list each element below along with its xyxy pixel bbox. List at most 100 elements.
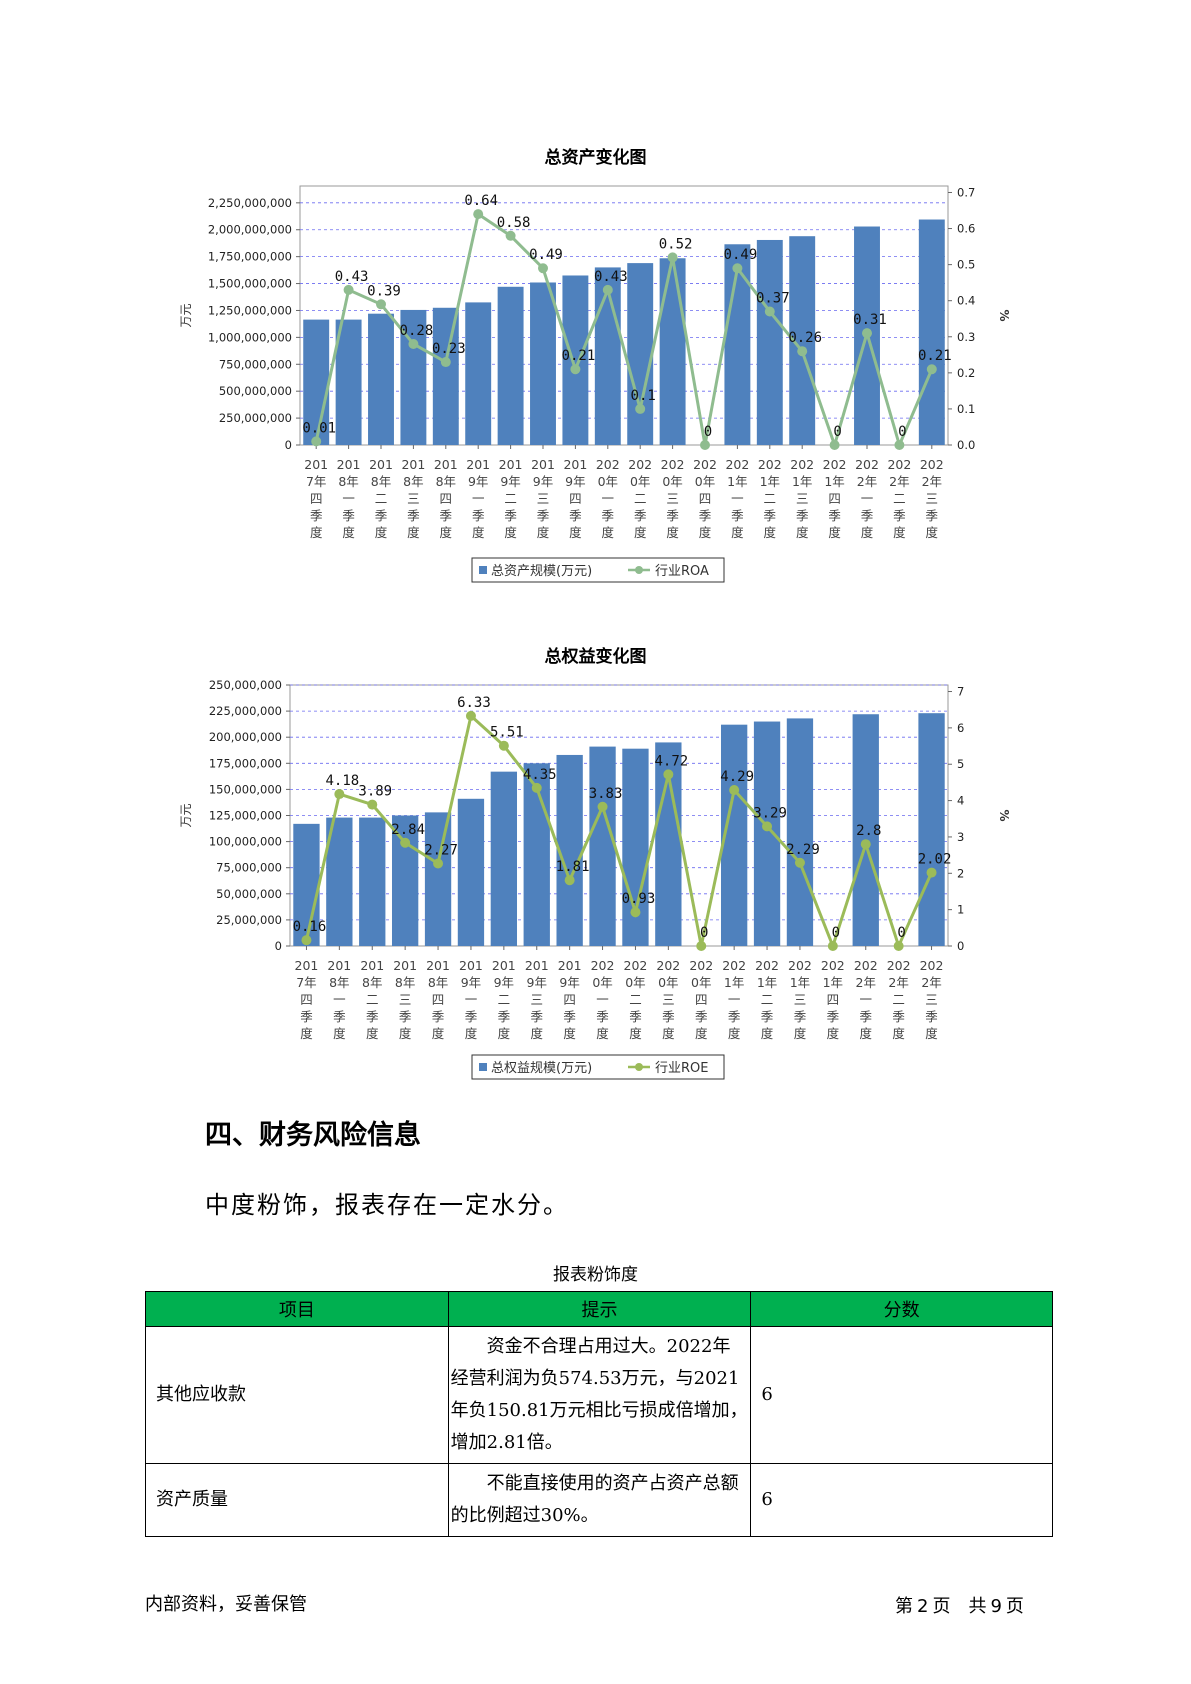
page-suffix: 页 — [1005, 1596, 1024, 1617]
bar — [852, 714, 879, 946]
x-tick-label: 一 — [731, 491, 744, 506]
page-mid: 页 共 — [932, 1596, 987, 1617]
header-item: 项目 — [145, 1291, 449, 1327]
x-tick-label: 0年 — [695, 474, 715, 489]
x-tick-label: 季 — [695, 1009, 708, 1024]
line-point — [376, 299, 386, 310]
table-row: 资产质量 不能直接使用的资产占资产总额的比例超过30%。 6 — [145, 1463, 1053, 1537]
y-tick-label: 750,000,000 — [219, 357, 292, 371]
chart1-title: 总资产变化图 — [544, 148, 647, 168]
x-tick-label: 度 — [596, 1026, 609, 1041]
x-tick-label: 季 — [662, 1009, 675, 1024]
data-label: 0 — [700, 925, 708, 941]
x-tick-label: 三 — [925, 992, 938, 1007]
y-tick-label: 1,250,000,000 — [208, 303, 292, 317]
data-label: 2.27 — [424, 842, 458, 858]
row-item: 资产质量 — [145, 1463, 449, 1537]
x-tick-label: 度 — [926, 525, 939, 540]
x-tick-label: 季 — [537, 508, 550, 523]
x-tick-label: 8年 — [329, 975, 349, 990]
x-tick-label: 四 — [827, 992, 840, 1007]
line-point — [602, 284, 613, 295]
x-tick-label: 季 — [472, 508, 485, 523]
bar — [594, 267, 621, 445]
x-tick-label: 度 — [861, 525, 874, 540]
x-tick-label: 202 — [854, 958, 878, 973]
x-tick-label: 季 — [432, 1009, 445, 1024]
x-tick-label: 2年 — [889, 474, 909, 489]
data-label: 2.29 — [786, 842, 820, 858]
x-tick-label: 201 — [401, 457, 425, 472]
x-tick-label: 季 — [498, 1009, 511, 1024]
x-tick-label: 三 — [662, 992, 675, 1007]
y2-tick-label: 3 — [957, 830, 964, 844]
x-tick-label: 201 — [304, 457, 328, 472]
x-tick-label: 8年 — [338, 474, 358, 489]
y-tick-label: 25,000,000 — [216, 913, 282, 927]
chart2-title: 总权益变化图 — [544, 647, 647, 667]
x-tick-label: 度 — [796, 525, 809, 540]
x-tick-label: 201 — [466, 457, 490, 472]
data-label: 0 — [704, 424, 712, 440]
y-tick-label: 250,000,000 — [219, 411, 292, 425]
x-tick-label: 度 — [602, 525, 615, 540]
x-tick-label: 季 — [859, 1009, 872, 1024]
x-tick-label: 度 — [440, 525, 453, 540]
data-label: 0.43 — [335, 269, 369, 285]
x-tick-label: 201 — [393, 958, 417, 973]
x-tick-label: 201 — [369, 457, 393, 472]
series-line — [314, 211, 934, 450]
x-tick-label: 7年 — [296, 975, 316, 990]
x-tick-label: 季 — [407, 508, 420, 523]
line-point — [400, 837, 411, 848]
x-tick-label: 度 — [761, 1026, 774, 1041]
y-tick-label: 125,000,000 — [209, 809, 282, 823]
plot-area — [299, 185, 949, 446]
x-tick-label: 度 — [498, 1026, 511, 1041]
x-tick-label: 201 — [525, 958, 549, 973]
line-point — [311, 436, 322, 447]
x-tick-label: 202 — [887, 958, 911, 973]
line-point — [663, 769, 674, 780]
x-tick-label: 一 — [333, 992, 346, 1007]
x-tick-label: 度 — [859, 1026, 872, 1041]
x-tick-label: 7年 — [306, 474, 326, 489]
y2-axis-title: % — [997, 809, 1011, 821]
bar — [918, 713, 945, 946]
x-tick-label: 9年 — [559, 975, 579, 990]
table-row: 其他应收款 资金不合理占用过大。2022年经营利润为负574.53万元，与202… — [145, 1326, 1053, 1464]
bar — [589, 746, 616, 946]
legend-bar-label: 总资产规模(万元) — [491, 564, 592, 579]
x-tick-label: 201 — [531, 457, 555, 472]
x-tick-label: 202 — [788, 958, 812, 973]
line-point — [630, 907, 641, 918]
x-tick-label: 0年 — [598, 474, 618, 489]
data-label: 0 — [832, 925, 840, 941]
x-tick-label: 季 — [465, 1009, 478, 1024]
x-tick-label: 202 — [656, 958, 680, 973]
x-tick-label: 201 — [337, 457, 361, 472]
data-label: 2.02 — [918, 852, 952, 868]
x-tick-label: 9年 — [533, 474, 553, 489]
y-tick-label: 0 — [285, 438, 292, 452]
x-tick-label: 度 — [399, 1026, 412, 1041]
line-point — [894, 440, 905, 450]
x-tick-label: 2年 — [921, 975, 941, 990]
x-tick-label: 度 — [530, 1026, 543, 1041]
y2-tick-label: 0.2 — [957, 366, 975, 380]
row-hint: 不能直接使用的资产占资产总额的比例超过30%。 — [447, 1463, 752, 1537]
line-point — [367, 799, 378, 810]
x-tick-label: 二 — [375, 491, 388, 506]
y2-tick-label: 7 — [957, 685, 964, 699]
x-tick-label: 度 — [794, 1026, 807, 1041]
legend-bar-swatch — [479, 566, 487, 574]
x-tick-label: 202 — [887, 457, 911, 472]
y2-tick-label: 0.1 — [957, 402, 975, 416]
data-label: 0.01 — [302, 420, 336, 436]
data-label: 4.29 — [720, 769, 754, 785]
x-tick-label: 季 — [666, 508, 679, 523]
section-heading: 四、财务风险信息 — [205, 1120, 421, 1151]
x-tick-label: 0年 — [658, 975, 678, 990]
y2-axis-title: % — [997, 309, 1011, 321]
data-label: 0.21 — [918, 348, 952, 364]
